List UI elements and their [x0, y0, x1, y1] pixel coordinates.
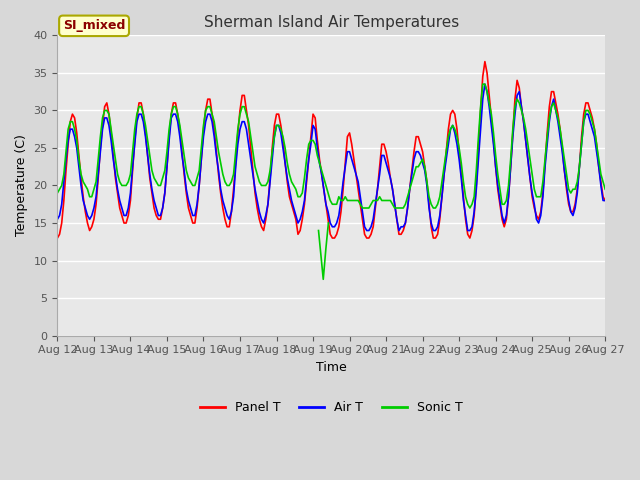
Air T [502, 213, 510, 218]
Sonic T [324, 190, 332, 196]
Sonic T [358, 205, 366, 211]
Line: Panel T: Panel T [58, 61, 605, 238]
Panel T [262, 216, 269, 222]
Y-axis label: Temperature (C): Temperature (C) [15, 134, 28, 237]
Air T [255, 209, 263, 215]
Air T [54, 216, 61, 222]
Panel T [500, 224, 508, 229]
Air T [292, 213, 300, 218]
Sonic T [262, 182, 269, 188]
Sonic T [602, 186, 609, 192]
Panel T [292, 216, 300, 222]
Panel T [54, 235, 61, 241]
X-axis label: Time: Time [316, 361, 347, 374]
Panel T [255, 216, 263, 222]
Sonic T [292, 186, 300, 192]
Title: Sherman Island Air Temperatures: Sherman Island Air Temperatures [204, 15, 459, 30]
Air T [225, 216, 233, 222]
Air T [363, 228, 371, 233]
Sonic T [502, 198, 510, 204]
Panel T [602, 198, 609, 204]
Panel T [481, 59, 489, 64]
Line: Sonic T: Sonic T [58, 84, 605, 208]
Sonic T [255, 179, 263, 185]
Sonic T [225, 182, 233, 188]
Sonic T [479, 81, 486, 87]
Air T [602, 198, 609, 204]
Sonic T [54, 190, 61, 196]
Air T [481, 81, 489, 87]
Text: SI_mixed: SI_mixed [63, 19, 125, 32]
Air T [262, 213, 269, 218]
Line: Air T: Air T [58, 84, 605, 230]
Panel T [324, 216, 332, 222]
Panel T [225, 224, 233, 229]
Legend: Panel T, Air T, Sonic T: Panel T, Air T, Sonic T [195, 396, 468, 419]
Air T [324, 209, 332, 215]
